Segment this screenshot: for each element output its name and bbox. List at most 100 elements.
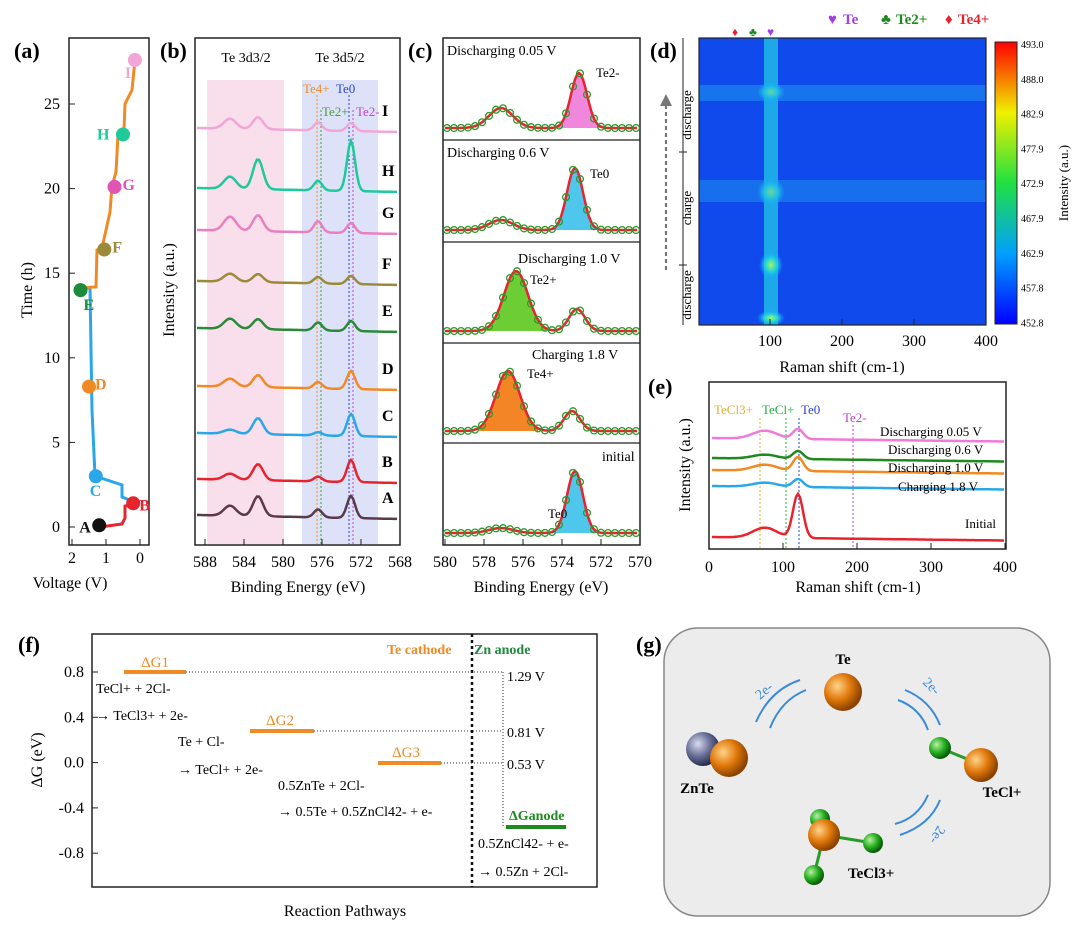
c-data-point [505,108,515,117]
panel-c-xlabel: Binding Energy (eV) [474,579,609,596]
e-curve [712,427,1004,443]
panel-d-leg-te-icon: ♥ [828,12,837,28]
c-data-point [582,90,592,99]
c-data-point [491,390,501,399]
c-data-point [505,218,515,227]
panel-d-leg-te: Te [843,12,859,28]
c-data-point [512,221,522,230]
panel-d-spot-1 [757,82,785,102]
c-xtick-label: 572 [589,554,613,571]
a-ytick-label: 10 [44,350,60,367]
a-point-label: G [123,177,136,194]
c-data-point [498,216,508,225]
b-curve-label: C [382,408,394,425]
panel-g-te-atom [824,673,862,711]
a-point-label: C [90,483,102,500]
c-data-point [631,123,641,133]
c-data-point [519,120,529,129]
panel-g-label: (g) [636,632,662,657]
panel-d-band-h1 [699,85,986,101]
panel-g-arrow-2b [897,699,929,731]
c-data-point [547,425,557,435]
panel-f-v2: 0.81 V [507,726,545,741]
c-species-label: Te4+ [527,366,554,381]
panel-g-arrow-3b [894,794,929,825]
f-ytick-label: 0.0 [64,755,84,772]
panel-e-ylabel: Intensity (a.u.) [677,418,694,512]
panel-d-marker-te4: ♦ [732,25,738,39]
c-data-point [477,421,487,430]
c-data-point [568,468,578,477]
c-data-point [568,165,578,174]
a-point-B [126,496,141,511]
panel-g-cl-atom [929,737,951,759]
d-cbtick-label: 493.0 [1021,40,1044,51]
panel-f-r2a: Te + Cl- [178,735,225,750]
c-data-point [526,299,536,308]
panel-d-colorbar-ticks: 493.0 488.0 482.9 477.9 472.9 467.9 462.9 457.8… [1021,40,1044,329]
panel-b: (b) Te 3d3/2 Te 3d5/2 Te4+ Te0 Te2+ Te2-… [160,37,412,596]
c-data-point [568,407,578,416]
e-xtick-label: 400 [993,559,1017,576]
panel-c-label: (c) [408,38,432,63]
d-cbtick-label: 467.9 [1021,214,1044,225]
panel-f-r1b: → TeCl3+ + 2e- [96,709,188,724]
c-data-point [491,311,501,321]
e-curve-label: Discharging 0.05 V [880,424,982,439]
panel-g-arrow-2a [904,689,941,726]
panel-d-spot-2 [757,178,785,206]
d-xtick-label: 400 [974,333,998,350]
a-point-label: E [84,297,95,314]
panel-f-v1: 1.29 V [507,670,545,685]
b-curve-G [196,214,397,236]
panel-f-r1a: TeCl+ + 2Cl- [96,682,171,697]
panel-f-v3: 0.53 V [507,758,545,773]
c-data-point [505,367,515,376]
panel-g-cl3-b [863,833,883,853]
c-data-point [582,316,592,325]
c-data-point [589,114,599,123]
c-data-point [498,104,508,113]
f-ytick-label: -0.8 [59,845,84,862]
d-cbtick-label: 482.9 [1021,110,1044,121]
panel-f-xlabel: Reaction Pathways [284,903,406,920]
d-cbtick-label: 477.9 [1021,144,1044,155]
panel-e-lbl-te0: Te0 [801,402,820,417]
c-data-point [554,121,564,130]
panel-c-subpanels: Discharging 0.05 V Te2- Discharging 0.6 V T… [442,44,641,538]
panel-d-colorbar [994,41,1018,325]
a-point-label: A [79,519,91,536]
b-curve-label: G [382,205,395,222]
c-fit-curve [445,469,637,535]
c-data-point [540,323,550,332]
d-xtick-label: 200 [830,333,854,350]
c-data-point [575,174,585,184]
panel-a-xlabel: Voltage (V) [33,575,108,592]
c-data-point [575,69,585,78]
e-curve-label: Discharging 1.0 V [888,460,984,475]
panel-f-anode: Zn anode [474,643,530,658]
panel-b-xticks: 588 584 580 576 572 568 [193,539,412,571]
b-xtick-label: 580 [271,554,295,571]
c-data-point [575,414,585,423]
d-cbtick-label: 457.8 [1021,284,1044,295]
panel-g-znte-label: ZnTe [680,781,714,797]
c-data-point [631,225,641,235]
panel-a-frame [68,37,150,546]
panel-f-r2b: → TeCl+ + 2e- [178,763,263,778]
c-data-point [547,527,557,537]
d-xtick-label: 300 [902,333,926,350]
panel-g-tecl3-te-atom [808,819,840,851]
c-data-point [568,82,578,91]
panel-f-dga: ΔGanode [509,809,564,824]
c-data-point [589,324,599,333]
panel-e-xticks: 0 100 200 300 400 [705,543,1017,576]
c-data-point [477,118,487,127]
panel-f-dg2: ΔG2 [266,713,294,729]
c-data-point [554,520,564,529]
b-curve-label: H [382,163,395,180]
b-curve-F [196,272,397,287]
panel-e-xlabel: Raman shift (cm-1) [795,579,920,596]
b-curve-label: D [382,361,394,378]
